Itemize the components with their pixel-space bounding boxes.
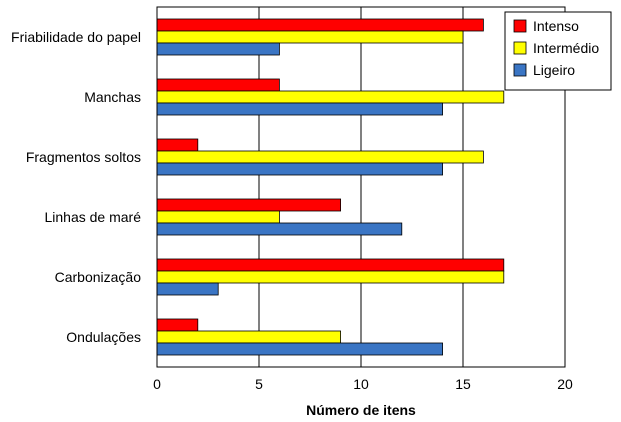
bar-ligeiro-4 (156, 282, 219, 296)
bar-intermédio-1 (156, 90, 505, 104)
legend: Intenso Intermédio Ligeiro (504, 11, 612, 91)
category-label: Linhas de maré (44, 209, 141, 225)
x-axis-title: Número de itens (306, 402, 416, 418)
bar-ligeiro-2 (156, 162, 444, 176)
bar-intermédio-4 (156, 270, 505, 284)
x-tick-label: 10 (353, 376, 369, 392)
x-tick-label: 15 (455, 376, 471, 392)
bar-ligeiro-3 (156, 222, 403, 236)
legend-label: Intermédio (533, 40, 599, 56)
bar-intermédio-2 (156, 150, 484, 164)
category-label: Manchas (84, 89, 141, 105)
bar-ligeiro-5 (156, 342, 444, 356)
legend-label: Ligeiro (533, 62, 575, 78)
bar-intermédio-5 (156, 330, 342, 344)
bar-intenso-0 (156, 18, 484, 32)
x-tick-labels: 0 5 10 15 20 (153, 376, 573, 392)
category-labels: Friabilidade do papel Manchas Fragmentos s… (11, 29, 141, 345)
legend-swatch-intenso (513, 19, 527, 33)
category-label: Ondulações (66, 329, 141, 345)
plot-area-frame (156, 6, 566, 368)
bars (156, 18, 505, 356)
x-tick-label: 5 (255, 376, 263, 392)
category-label: Fragmentos soltos (26, 149, 141, 165)
legend-swatch-ligeiro (513, 63, 527, 77)
legend-label: Intenso (533, 18, 579, 34)
bar-intermédio-0 (156, 30, 464, 44)
bar-intenso-5 (156, 318, 199, 332)
bar-ligeiro-1 (156, 102, 444, 116)
category-label: Carbonização (55, 269, 142, 285)
x-tick-label: 20 (557, 376, 573, 392)
legend-swatch-intermédio (513, 41, 527, 55)
bar-intenso-2 (156, 138, 199, 152)
bar-intenso-1 (156, 78, 280, 92)
bar-intenso-4 (156, 258, 505, 272)
bar-intenso-3 (156, 198, 342, 212)
x-tick-label: 0 (153, 376, 161, 392)
category-label: Friabilidade do papel (11, 29, 141, 45)
bar-ligeiro-0 (156, 42, 280, 56)
bar-intermédio-3 (156, 210, 280, 224)
